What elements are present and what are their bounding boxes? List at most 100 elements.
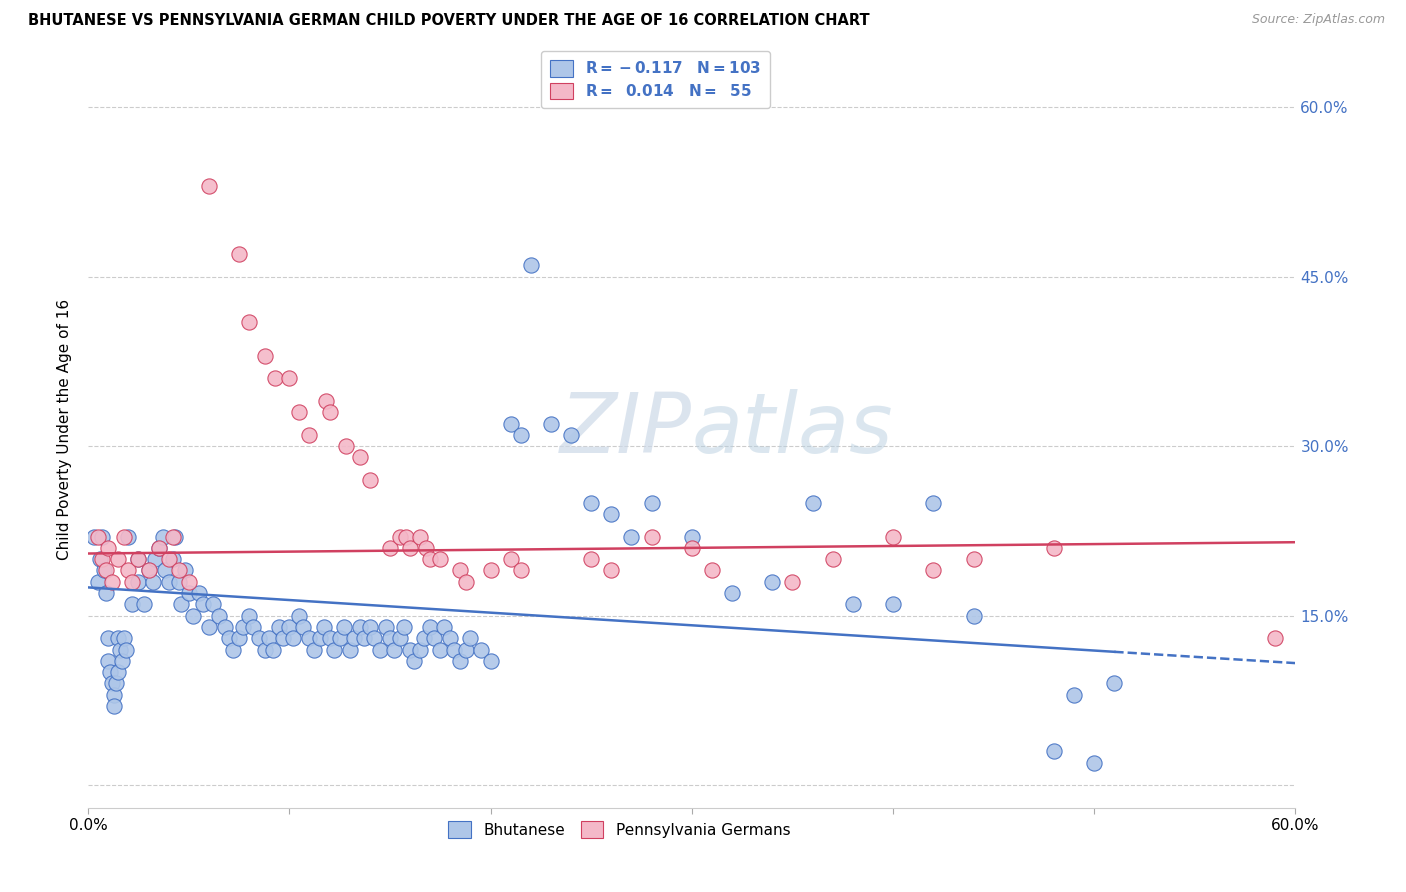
Point bbox=[288, 405, 311, 419]
Point bbox=[382, 642, 405, 657]
Legend: Bhutanese, Pennsylvania Germans: Bhutanese, Pennsylvania Germans bbox=[440, 814, 799, 846]
Point bbox=[681, 541, 703, 555]
Point bbox=[177, 574, 200, 589]
Point bbox=[107, 552, 129, 566]
Point bbox=[499, 417, 522, 431]
Point bbox=[1104, 676, 1126, 690]
Point bbox=[882, 530, 904, 544]
Point bbox=[520, 259, 543, 273]
Point bbox=[413, 632, 436, 646]
Point bbox=[264, 371, 287, 385]
Point bbox=[359, 473, 381, 487]
Point bbox=[298, 428, 321, 442]
Point bbox=[162, 530, 184, 544]
Point bbox=[170, 598, 193, 612]
Point bbox=[152, 530, 174, 544]
Point bbox=[322, 642, 344, 657]
Point bbox=[112, 530, 135, 544]
Point bbox=[761, 574, 783, 589]
Point bbox=[368, 642, 391, 657]
Point bbox=[399, 541, 422, 555]
Point bbox=[91, 530, 114, 544]
Point bbox=[115, 642, 138, 657]
Point bbox=[201, 598, 224, 612]
Text: ZIP: ZIP bbox=[560, 389, 692, 470]
Point bbox=[509, 428, 531, 442]
Point bbox=[173, 564, 195, 578]
Point bbox=[143, 552, 166, 566]
Point bbox=[148, 541, 170, 555]
Point bbox=[83, 530, 105, 544]
Point bbox=[600, 507, 623, 521]
Point bbox=[198, 620, 221, 634]
Point bbox=[821, 552, 844, 566]
Point bbox=[134, 598, 156, 612]
Point bbox=[101, 676, 124, 690]
Point bbox=[167, 574, 190, 589]
Point bbox=[443, 642, 465, 657]
Point bbox=[499, 552, 522, 566]
Point bbox=[242, 620, 264, 634]
Point bbox=[640, 496, 662, 510]
Point bbox=[339, 642, 361, 657]
Text: Source: ZipAtlas.com: Source: ZipAtlas.com bbox=[1251, 13, 1385, 27]
Point bbox=[842, 598, 865, 612]
Point bbox=[302, 642, 325, 657]
Point bbox=[148, 541, 170, 555]
Y-axis label: Child Poverty Under the Age of 16: Child Poverty Under the Age of 16 bbox=[58, 299, 72, 560]
Point bbox=[479, 564, 502, 578]
Point bbox=[433, 620, 456, 634]
Point bbox=[191, 598, 214, 612]
Point bbox=[107, 665, 129, 680]
Point bbox=[409, 530, 432, 544]
Point bbox=[93, 564, 115, 578]
Point bbox=[214, 620, 236, 634]
Point bbox=[177, 586, 200, 600]
Point bbox=[329, 632, 352, 646]
Point bbox=[87, 530, 110, 544]
Point bbox=[153, 564, 176, 578]
Point bbox=[254, 349, 277, 363]
Point bbox=[208, 608, 231, 623]
Point bbox=[278, 620, 301, 634]
Point bbox=[198, 179, 221, 194]
Point bbox=[181, 608, 204, 623]
Point bbox=[349, 620, 371, 634]
Point bbox=[157, 552, 180, 566]
Point bbox=[560, 428, 582, 442]
Point bbox=[318, 405, 340, 419]
Point bbox=[97, 654, 120, 668]
Point bbox=[262, 642, 284, 657]
Point bbox=[97, 541, 120, 555]
Point bbox=[127, 552, 149, 566]
Point bbox=[429, 552, 451, 566]
Point bbox=[1043, 541, 1066, 555]
Point bbox=[121, 598, 143, 612]
Point bbox=[228, 632, 250, 646]
Point bbox=[278, 371, 301, 385]
Point bbox=[222, 642, 245, 657]
Point bbox=[449, 654, 471, 668]
Point bbox=[343, 632, 366, 646]
Point bbox=[89, 552, 111, 566]
Point bbox=[962, 552, 984, 566]
Point bbox=[540, 417, 562, 431]
Point bbox=[359, 620, 381, 634]
Point bbox=[138, 564, 160, 578]
Point bbox=[579, 496, 602, 510]
Point bbox=[509, 564, 531, 578]
Point bbox=[395, 530, 418, 544]
Point bbox=[470, 642, 492, 657]
Point bbox=[228, 247, 250, 261]
Point bbox=[429, 642, 451, 657]
Point bbox=[308, 632, 330, 646]
Point bbox=[273, 632, 295, 646]
Point bbox=[721, 586, 744, 600]
Point bbox=[922, 564, 945, 578]
Point bbox=[415, 541, 437, 555]
Point bbox=[121, 574, 143, 589]
Point bbox=[238, 608, 260, 623]
Point bbox=[1043, 744, 1066, 758]
Point bbox=[117, 530, 139, 544]
Point bbox=[378, 541, 401, 555]
